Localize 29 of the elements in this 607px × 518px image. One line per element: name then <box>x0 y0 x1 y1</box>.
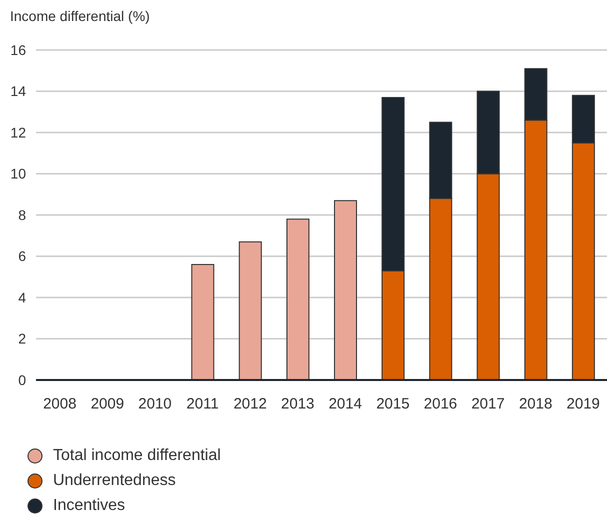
bar <box>334 200 357 380</box>
y-axis-title: Income differential (%) <box>10 8 150 24</box>
x-tick-label: 2013 <box>281 396 314 413</box>
x-tick-label: 2014 <box>328 396 362 413</box>
y-tick-label: 14 <box>10 83 26 100</box>
x-tick-label: 2017 <box>471 396 505 413</box>
y-tick-label: 0 <box>18 372 26 388</box>
y-tick-label: 2 <box>18 330 26 347</box>
x-tick-label: 2009 <box>90 396 124 413</box>
bar <box>191 264 214 380</box>
y-tick-label: 6 <box>18 248 26 264</box>
y-tick-label: 10 <box>10 166 26 182</box>
x-tick-label: 2012 <box>233 396 267 413</box>
x-tick-label: 2008 <box>43 396 76 413</box>
legend-label: Total income differential <box>53 446 221 464</box>
y-tick-label: 16 <box>10 42 26 58</box>
bar <box>238 241 262 380</box>
x-tick-label: 2016 <box>424 396 458 413</box>
y-tick-label: 8 <box>18 206 26 223</box>
legend-label: Underrentedness <box>53 472 176 490</box>
x-tick-label: 2019 <box>566 396 600 413</box>
y-tick-label: 4 <box>18 289 26 306</box>
x-tick-label: 2011 <box>186 396 219 413</box>
bar <box>286 218 310 380</box>
y-tick-label: 12 <box>10 124 26 140</box>
legend-label: Incentives <box>53 496 126 514</box>
x-tick-label: 2010 <box>138 396 172 413</box>
x-tick-label: 2015 <box>376 396 410 413</box>
x-tick-label: 2018 <box>518 396 552 413</box>
